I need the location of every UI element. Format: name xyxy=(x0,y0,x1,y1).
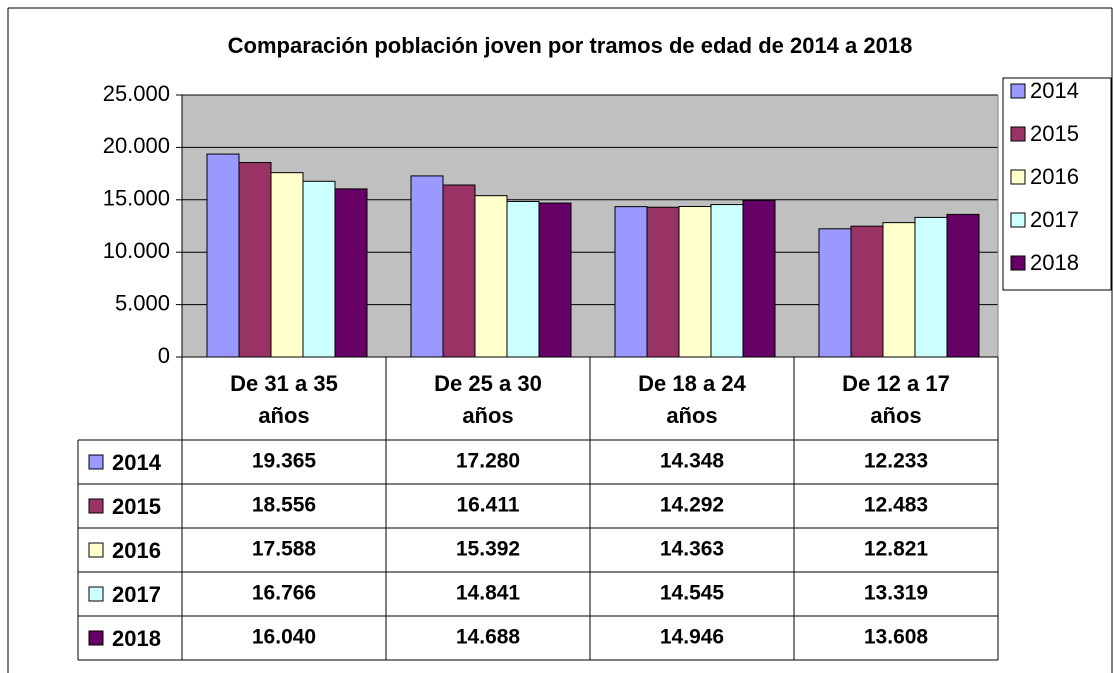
bar xyxy=(538,202,572,358)
table-row-label: 2018 xyxy=(112,626,161,651)
table-legend-key xyxy=(88,498,104,514)
bar xyxy=(646,206,680,358)
table-cell: 14.545 xyxy=(660,582,725,605)
y-tick-label: 25.000 xyxy=(103,81,170,106)
bar xyxy=(710,204,744,358)
bar xyxy=(818,228,852,358)
table-cell: 16.411 xyxy=(456,494,519,517)
table-legend-key xyxy=(88,630,104,646)
table-row-label: 2017 xyxy=(112,582,161,607)
y-tick-label: 20.000 xyxy=(103,133,170,158)
table-legend-key xyxy=(88,586,104,602)
table-cell: 12.483 xyxy=(864,494,928,517)
x-tick-label: De 12 a 17 años xyxy=(842,371,950,428)
x-tick-label: De 18 a 24 años xyxy=(638,371,746,428)
table-cell: 17.280 xyxy=(456,450,520,473)
bar xyxy=(946,213,980,358)
table-cell: 14.688 xyxy=(456,626,521,649)
table-cell: 14.946 xyxy=(660,626,724,649)
table-legend-key xyxy=(88,542,104,558)
table-row-label: 2014 xyxy=(112,450,162,475)
bar xyxy=(850,225,884,358)
table-legend-key xyxy=(88,454,104,470)
legend-label: 2014 xyxy=(1030,78,1079,103)
x-tick-label: De 31 a 35 años xyxy=(230,371,338,428)
legend-label: 2016 xyxy=(1030,164,1079,189)
bar xyxy=(678,205,712,358)
y-tick-label: 5.000 xyxy=(115,290,170,315)
bar xyxy=(334,188,368,358)
legend-key xyxy=(1010,83,1026,99)
x-tick-label: De 25 a 30 años xyxy=(434,371,542,428)
table-row-label: 2015 xyxy=(112,494,161,519)
table-cell: 14.363 xyxy=(660,538,724,561)
table-cell: 16.040 xyxy=(252,626,316,649)
table-cell: 19.365 xyxy=(252,450,317,473)
legend-key xyxy=(1010,169,1026,185)
table-cell: 12.233 xyxy=(864,450,928,473)
table-cell: 16.766 xyxy=(252,582,316,605)
table-cell: 14.292 xyxy=(660,494,724,517)
legend-key xyxy=(1010,255,1026,271)
bar xyxy=(238,162,272,358)
bar xyxy=(614,206,648,358)
table-cell: 15.392 xyxy=(456,538,520,561)
table-cell: 13.319 xyxy=(864,582,928,605)
chart-title: Comparación población joven por tramos d… xyxy=(228,33,913,58)
y-tick-label: 10.000 xyxy=(103,238,170,263)
legend-key xyxy=(1010,212,1026,228)
y-tick-label: 0 xyxy=(158,343,170,368)
bar xyxy=(914,216,948,358)
legend-label: 2015 xyxy=(1030,121,1079,146)
bar xyxy=(270,172,304,358)
bar xyxy=(206,153,240,358)
table-cell: 17.588 xyxy=(252,538,317,561)
table-cell: 14.841 xyxy=(456,582,521,605)
table-cell: 18.556 xyxy=(252,494,316,517)
table-row-label: 2016 xyxy=(112,538,161,563)
bar xyxy=(742,199,776,358)
bar xyxy=(442,184,476,358)
y-tick-label: 15.000 xyxy=(103,186,170,211)
bar xyxy=(474,195,508,358)
table-cell: 13.608 xyxy=(864,626,929,649)
table-cell: 12.821 xyxy=(864,538,929,561)
bar xyxy=(882,222,916,358)
legend-label: 2018 xyxy=(1030,250,1079,275)
bar xyxy=(302,180,336,358)
bar xyxy=(410,175,444,358)
legend-key xyxy=(1010,126,1026,142)
table-cell: 14.348 xyxy=(660,450,725,473)
legend-label: 2017 xyxy=(1030,207,1079,232)
bar xyxy=(506,200,540,358)
